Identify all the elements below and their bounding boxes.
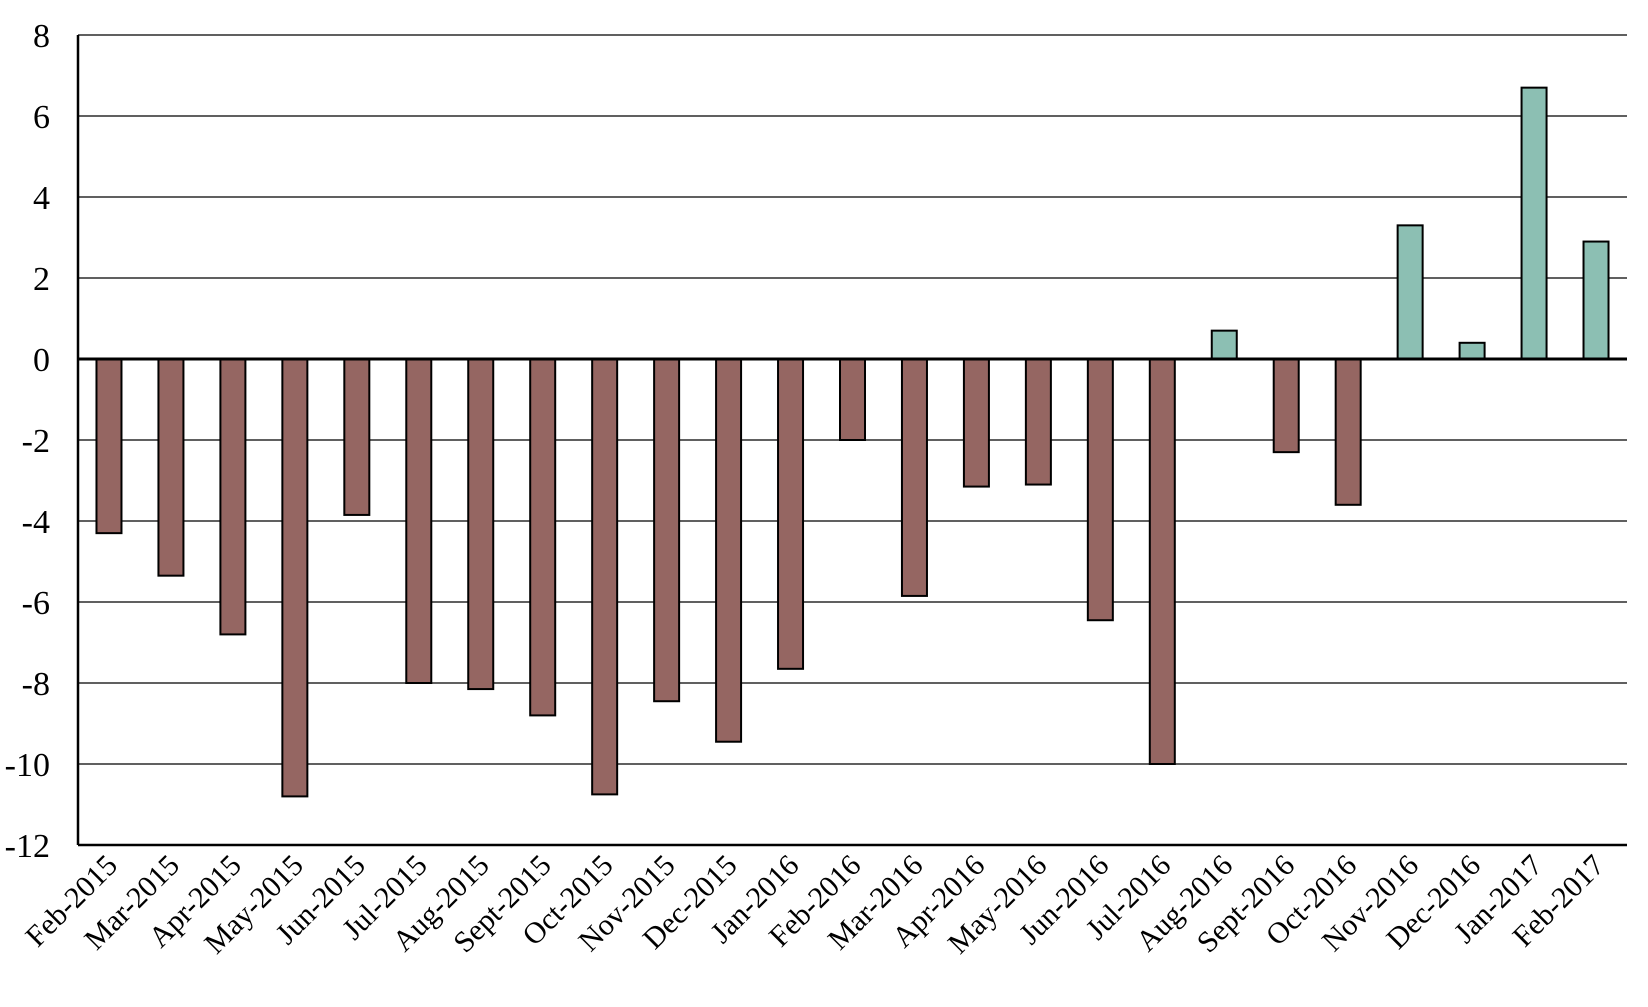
bar-feb-2016 <box>839 358 866 441</box>
y-tick-label: 4 <box>33 180 50 217</box>
y-tick-label: 2 <box>33 261 50 298</box>
bar-jun-2015 <box>343 358 371 516</box>
bar-oct-2016 <box>1334 358 1362 506</box>
y-tick-label: -12 <box>5 828 50 865</box>
bar-aug-2015 <box>467 358 495 691</box>
bar-sept-2015 <box>529 358 557 717</box>
bar-jan-2016 <box>777 358 805 670</box>
bar-sept-2016 <box>1272 358 1300 454</box>
bar-nov-2016 <box>1396 224 1424 360</box>
bar-may-2016 <box>1024 358 1052 486</box>
y-tick-labels: 8 6 4 2 0 -2 -4 -6 -8 -10 -12 <box>5 18 50 865</box>
bar-jul-2016 <box>1148 358 1176 765</box>
bar-apr-2015 <box>219 358 247 636</box>
bar-jan-2017 <box>1520 86 1548 361</box>
y-tick-label: 0 <box>33 342 50 379</box>
bar-mar-2016 <box>900 358 928 597</box>
bar-apr-2016 <box>962 358 990 488</box>
y-tick-label: 8 <box>33 18 50 55</box>
axes <box>76 35 1627 847</box>
y-tick-label: 6 <box>33 99 50 136</box>
y-tick-label: -4 <box>22 504 50 541</box>
bar-mar-2015 <box>157 358 185 577</box>
y-tick-label: -10 <box>5 747 50 784</box>
bar-jun-2016 <box>1086 358 1114 622</box>
bar-may-2015 <box>281 358 309 798</box>
bar-oct-2015 <box>591 358 619 796</box>
bar-aug-2016 <box>1210 329 1238 360</box>
bar-dec-2016 <box>1458 341 1486 360</box>
bar-feb-2015 <box>95 358 123 535</box>
y-tick-label: -6 <box>22 585 50 622</box>
x-category-labels: Feb-2015Mar-2015Apr-2015May-2015Jun-2015… <box>19 849 1611 961</box>
bar-feb-2017 <box>1582 240 1610 360</box>
bars <box>95 86 1610 798</box>
bar-nov-2015 <box>653 358 681 703</box>
bar-dec-2015 <box>715 358 743 743</box>
bar-jul-2015 <box>405 358 433 684</box>
y-tick-label: -2 <box>22 423 50 460</box>
y-tick-label: -8 <box>22 666 50 703</box>
